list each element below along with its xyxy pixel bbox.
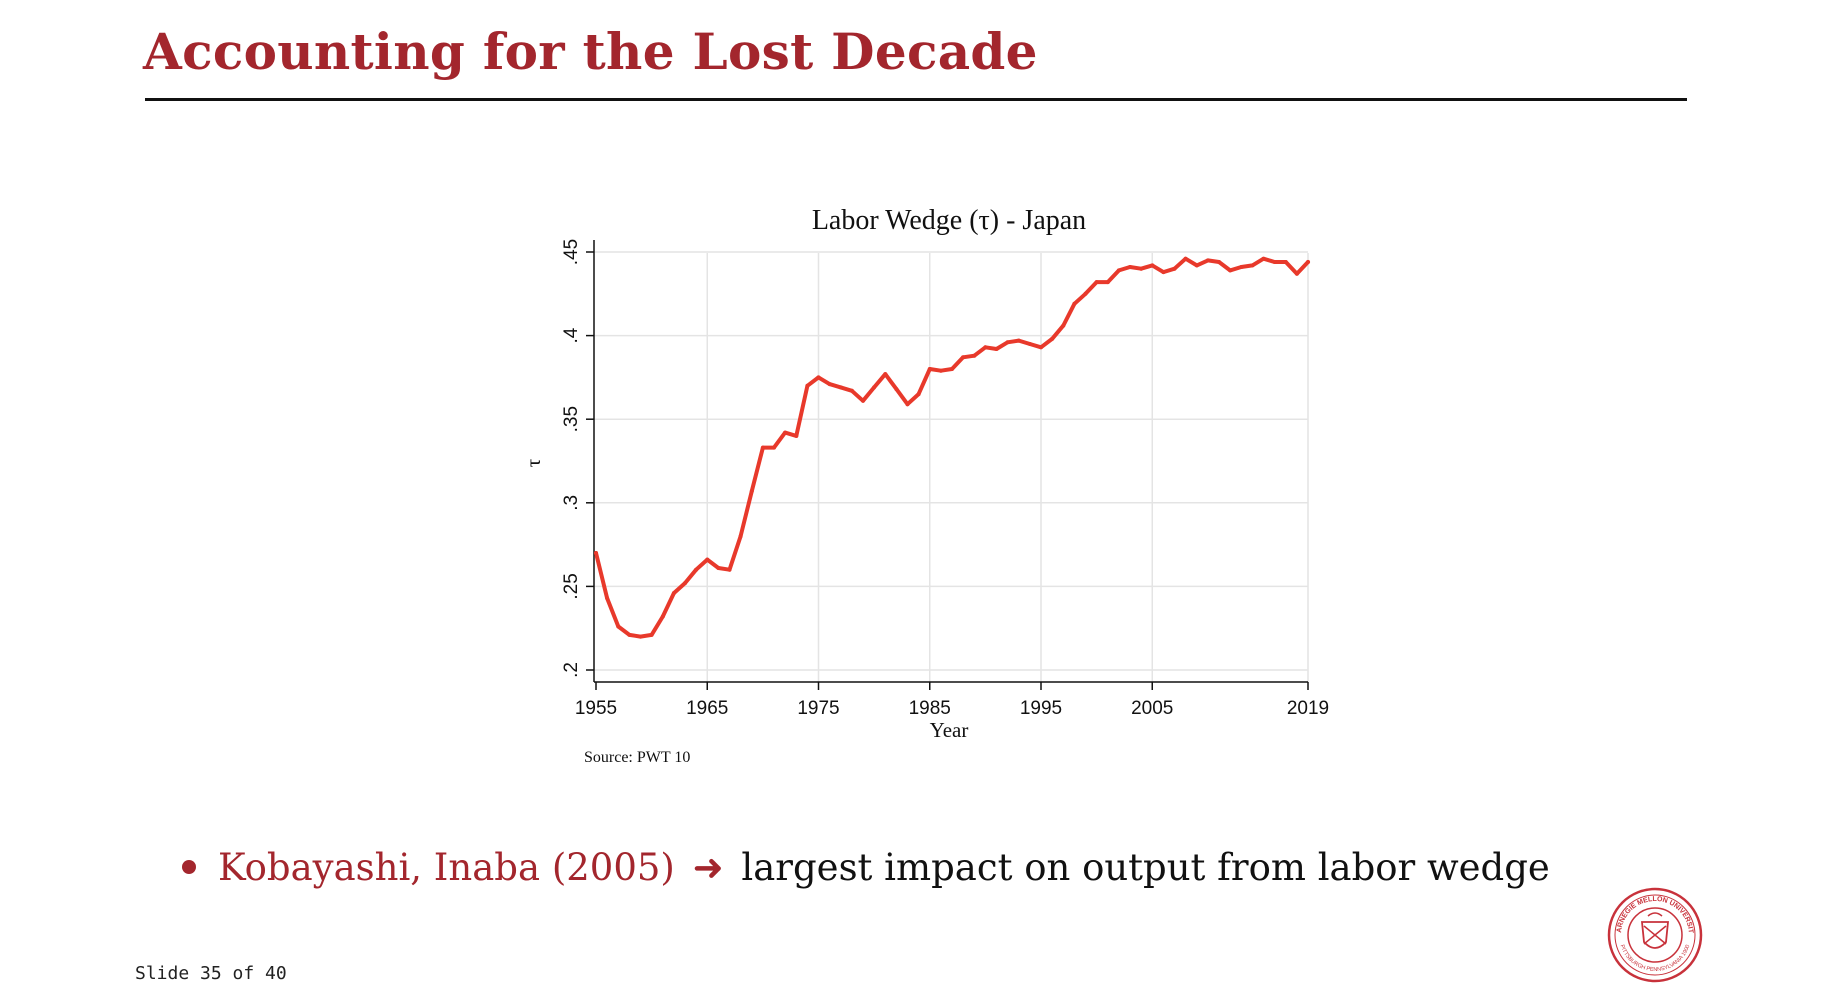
data-point <box>816 375 821 380</box>
data-point <box>861 398 865 403</box>
data-point <box>716 566 721 570</box>
title-divider <box>145 98 1687 101</box>
chart-grid <box>594 251 1309 682</box>
data-point <box>983 345 988 350</box>
data-point <box>972 353 977 358</box>
x-tick-label: 1955 <box>575 698 617 719</box>
axis-ticks: .2 .25 .3 .35 .4 .45 1955 1965 1975 1985 1995 2005 2… <box>561 239 1329 719</box>
data-point <box>1272 260 1277 264</box>
data-point <box>805 383 810 388</box>
data-point <box>1016 338 1021 343</box>
slide-title: Accounting for the Lost Decade <box>143 22 1038 81</box>
data-point <box>1128 265 1132 269</box>
data-point <box>605 596 610 601</box>
data-point <box>1105 280 1110 285</box>
data-point <box>1194 263 1199 268</box>
data-point <box>794 433 799 438</box>
data-point <box>1039 345 1043 350</box>
x-tick-label: 1985 <box>909 698 951 719</box>
data-point <box>1250 263 1255 268</box>
data-point <box>894 387 899 392</box>
data-point <box>727 567 732 572</box>
data-point <box>1283 260 1288 264</box>
data-point <box>1306 260 1310 264</box>
data-point <box>1217 260 1221 264</box>
data-point <box>1139 266 1144 271</box>
data-point <box>1172 266 1177 271</box>
bullet-dot <box>182 859 196 874</box>
data-point <box>872 385 877 390</box>
data-point <box>838 385 843 390</box>
data-point <box>1294 271 1299 276</box>
data-point <box>660 614 665 619</box>
y-tick-label: .45 <box>561 239 582 265</box>
x-tick-label: 2005 <box>1131 698 1173 719</box>
data-point <box>1239 265 1244 269</box>
y-axis-label: τ <box>521 459 545 467</box>
data-point <box>705 557 710 562</box>
data-point <box>671 591 676 596</box>
data-point <box>627 632 632 637</box>
bullet-text: largest impact on output from labor wedg… <box>741 846 1550 889</box>
data-point <box>649 632 654 637</box>
data-point <box>1183 256 1188 261</box>
y-tick-label: .2 <box>561 662 582 678</box>
data-point <box>950 367 954 371</box>
data-point <box>616 624 621 629</box>
data-point <box>1228 268 1233 273</box>
data-point <box>683 581 687 586</box>
data-point <box>916 392 921 397</box>
x-tick-label: 2019 <box>1287 698 1329 719</box>
data-point <box>927 367 932 371</box>
data-point <box>1150 263 1155 268</box>
chart-title: Labor Wedge (τ) - Japan <box>812 205 1086 236</box>
data-point <box>994 347 999 351</box>
source-note: Source: PWT 10 <box>584 749 690 766</box>
data-point <box>772 445 776 450</box>
data-point <box>1261 256 1266 261</box>
y-tick-label: .3 <box>561 495 582 511</box>
data-point <box>905 402 910 407</box>
data-point <box>1094 280 1099 285</box>
data-point <box>594 551 598 555</box>
data-point <box>827 382 832 387</box>
series-line-labor-wedge <box>594 256 1310 639</box>
data-point <box>849 388 854 393</box>
data-point <box>883 372 888 377</box>
data-point <box>783 430 788 435</box>
series-points <box>594 256 1310 639</box>
y-tick-label: .35 <box>561 406 582 432</box>
data-point <box>1205 258 1210 263</box>
arrow-icon: ➜ <box>692 846 724 889</box>
carnegie-mellon-seal-icon: CARNEGIE MELLON UNIVERSITY PITTSBURGH PE… <box>1606 886 1703 983</box>
data-point <box>1027 342 1032 346</box>
data-point <box>961 355 966 360</box>
data-point <box>638 634 643 639</box>
labor-wedge-chart: Labor Wedge (τ) - Japan .2 .25 .3 .35 .4 .45 1… <box>521 205 1329 766</box>
bullet-item: Kobayashi, Inaba (2005) ➜ largest impact… <box>182 838 1550 898</box>
data-point <box>738 534 743 539</box>
data-point <box>1161 270 1166 275</box>
data-point <box>1083 291 1088 296</box>
data-point <box>749 489 754 494</box>
data-point <box>1050 336 1055 341</box>
y-tick-label: .25 <box>561 573 582 599</box>
data-point <box>694 567 699 572</box>
data-point <box>1072 301 1077 306</box>
data-point <box>1061 323 1066 328</box>
x-tick-label: 1975 <box>797 698 839 719</box>
x-tick-label: 1995 <box>1020 698 1062 719</box>
data-point <box>938 368 943 373</box>
data-point <box>1005 340 1010 345</box>
data-point <box>760 445 765 450</box>
x-tick-label: 1965 <box>686 698 728 719</box>
slide-number: Slide 35 of 40 <box>135 963 287 984</box>
citation-kobayashi-inaba: Kobayashi, Inaba (2005) <box>218 846 675 889</box>
y-tick-label: .4 <box>561 327 582 343</box>
x-axis-label: Year <box>930 718 969 742</box>
data-point <box>1116 268 1121 273</box>
